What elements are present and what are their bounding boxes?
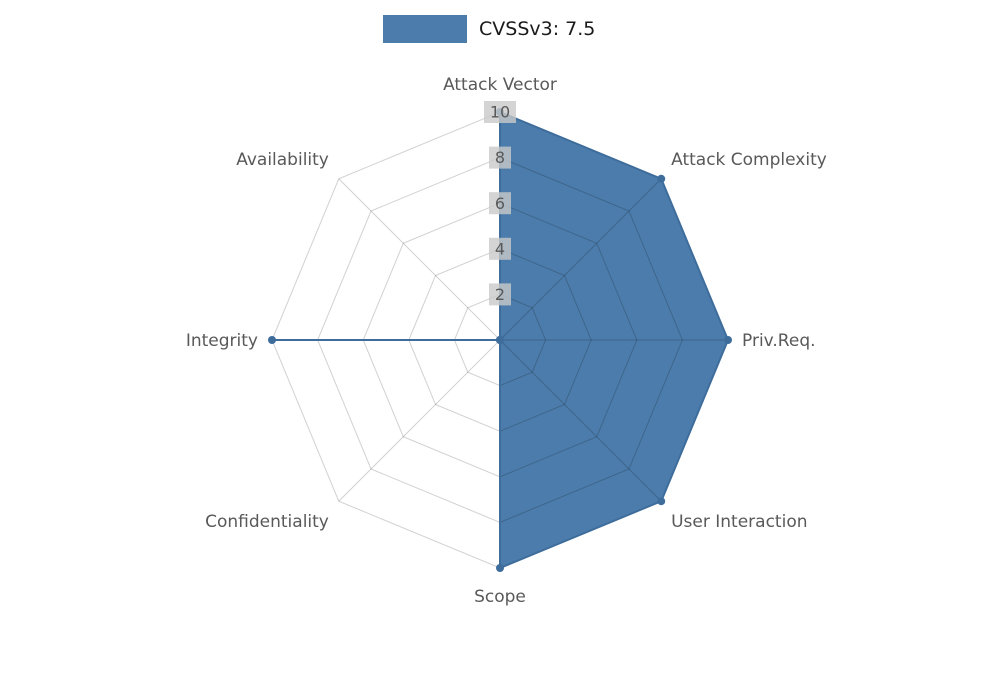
data-point-marker — [496, 336, 504, 344]
legend: CVSSv3: 7.5 — [383, 15, 595, 43]
data-point-marker — [724, 336, 732, 344]
tick-label-bg — [489, 283, 511, 306]
axis-label-attack-complexity: Attack Complexity — [671, 150, 827, 170]
tick-label-bg — [489, 146, 511, 169]
tick-label-bg — [489, 192, 511, 215]
tick-label-bg — [489, 237, 511, 260]
legend-label: CVSSv3: 7.5 — [479, 18, 596, 40]
radial-tick-label: 10 — [490, 103, 510, 122]
grid-spoke — [338, 178, 501, 341]
axis-label-availability: Availability — [236, 150, 329, 170]
tick-label-bg — [484, 101, 516, 123]
radial-tick-label: 4 — [495, 239, 505, 258]
axis-label-integrity: Integrity — [186, 331, 258, 351]
radial-tick-label: 8 — [495, 148, 505, 167]
legend-swatch — [383, 15, 467, 43]
data-point-marker — [268, 336, 276, 344]
axis-label-scope: Scope — [474, 587, 526, 607]
data-point-marker — [657, 497, 666, 506]
data-point-marker — [657, 174, 666, 183]
axis-label-priv-req: Priv.Req. — [742, 331, 816, 351]
grid-spoke — [499, 178, 662, 341]
radial-tick-label: 2 — [495, 285, 505, 304]
grid-spoke — [338, 339, 501, 502]
data-point-marker — [496, 564, 504, 572]
grid-spoke — [499, 339, 662, 502]
axis-label-confidentiality: Confidentiality — [205, 512, 329, 532]
axis-label-user-interaction: User Interaction — [671, 512, 807, 532]
radial-tick-label: 6 — [495, 194, 505, 213]
axis-label-attack-vector: Attack Vector — [443, 75, 557, 95]
